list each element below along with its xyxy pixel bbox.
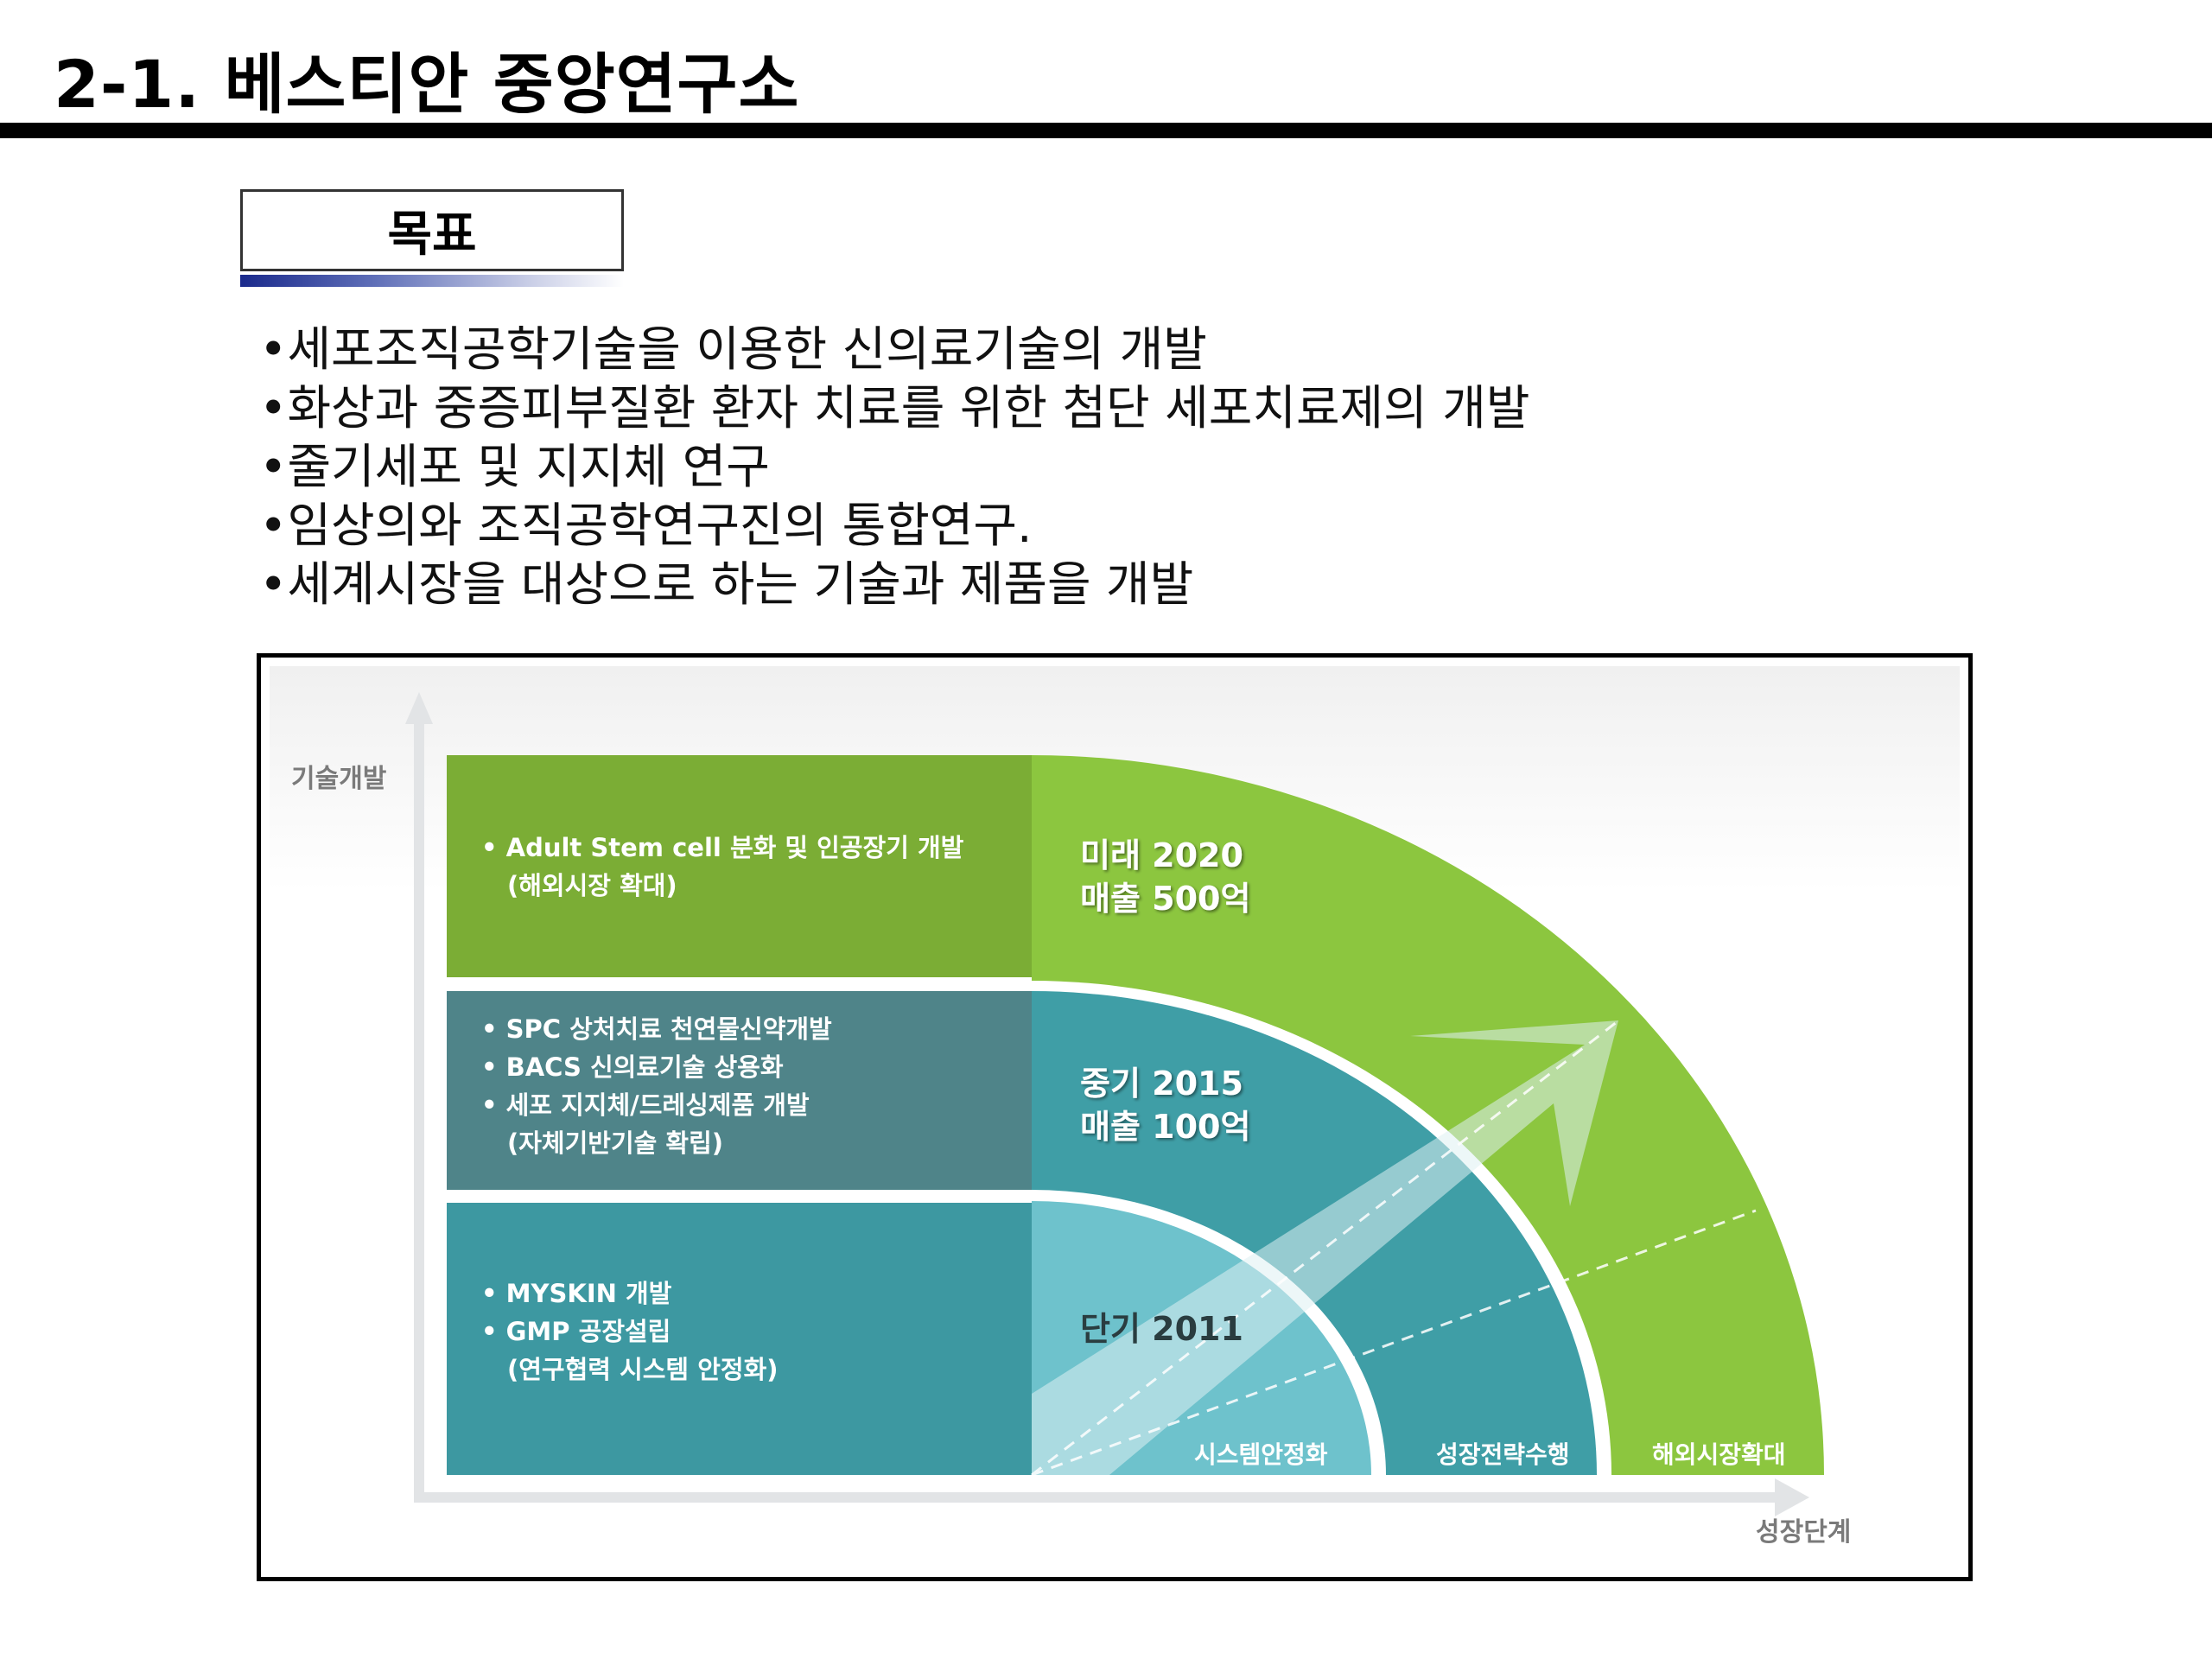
goal-item: •줄기세포 및 지지체 연구 bbox=[259, 439, 770, 494]
tier-top-bullet: • Adult Stem cell 분화 및 인공장기 개발 bbox=[481, 833, 964, 862]
x-axis bbox=[414, 1478, 1809, 1516]
phase-short-term-year: 단기 2011 bbox=[1080, 1310, 1243, 1348]
goal-item: •세포조직공학기술을 이용한 신의료기술의 개발 bbox=[259, 321, 1207, 377]
growth-arrow bbox=[1032, 1020, 1618, 1475]
panel-separator bbox=[447, 1190, 1032, 1203]
tier-middle-bullet: (자체기반기술 확립) bbox=[507, 1128, 723, 1158]
goal-heading: 목표 bbox=[387, 207, 477, 263]
goal-heading-underline bbox=[240, 275, 624, 287]
tier-bottom-bullet: • GMP 공장설립 bbox=[481, 1317, 671, 1346]
y-axis bbox=[405, 692, 433, 1497]
x-axis-label: 성장단계 bbox=[1756, 1517, 1851, 1548]
goal-heading-box: 목표 bbox=[240, 189, 624, 271]
tier-middle-bullet: • BACS 신의료기술 상용화 bbox=[481, 1052, 784, 1082]
guide-lines bbox=[1031, 1017, 1757, 1477]
page-title: 2-1. 베스티안 중앙연구소 bbox=[54, 46, 800, 123]
tier-bottom-panel bbox=[447, 1203, 1032, 1475]
panel-separator bbox=[447, 977, 1032, 991]
growth-diagram-frame: 기술개발 성장단계 • Adult Stem cell 분화 및 인공장기 개발… bbox=[257, 653, 1973, 1581]
growth-roadmap-diagram: 기술개발 성장단계 • Adult Stem cell 분화 및 인공장기 개발… bbox=[270, 666, 1960, 1568]
title-divider bbox=[0, 123, 2212, 138]
stage-label-overseas-expansion: 해외시장확대 bbox=[1652, 1440, 1786, 1469]
tier-middle-bullet: • SPC 상처치료 천연물신약개발 bbox=[481, 1014, 832, 1044]
tier-bottom-bullet: • MYSKIN 개발 bbox=[481, 1279, 672, 1308]
phase-mid-term-revenue: 매출 100억 bbox=[1080, 1108, 1250, 1146]
tier-top-bullet: (해외시장 확대) bbox=[507, 871, 677, 900]
tier-bottom-bullet: (연구협력 시스템 안정화) bbox=[507, 1355, 779, 1384]
phase-mid-term-year: 중기 2015 bbox=[1080, 1065, 1243, 1103]
goal-list: •세포조직공학기술을 이용한 신의료기술의 개발 •화상과 중증피부질환 환자 … bbox=[259, 320, 2074, 613]
tier-middle-panel bbox=[447, 991, 1032, 1190]
phase-long-term-year: 미래 2020 bbox=[1080, 836, 1243, 874]
y-axis-label: 기술개발 bbox=[291, 764, 387, 794]
tier-middle-bullet: • 세포 지지체/드레싱제품 개발 bbox=[481, 1090, 810, 1120]
stage-label-system-stabilization: 시스템안정화 bbox=[1194, 1440, 1328, 1469]
tier-top-panel bbox=[447, 755, 1032, 977]
stage-label-growth-strategy: 성장전략수행 bbox=[1436, 1440, 1570, 1469]
goal-item: •세계시장을 대상으로 하는 기술과 제품을 개발 bbox=[259, 556, 1194, 612]
goal-item: •임상의와 조직공학연구진의 통합연구. bbox=[259, 498, 1033, 553]
goal-item: •화상과 중증피부질환 환자 치료를 위한 첨단 세포치료제의 개발 bbox=[259, 380, 1530, 435]
phase-long-term-revenue: 매출 500억 bbox=[1080, 880, 1250, 918]
